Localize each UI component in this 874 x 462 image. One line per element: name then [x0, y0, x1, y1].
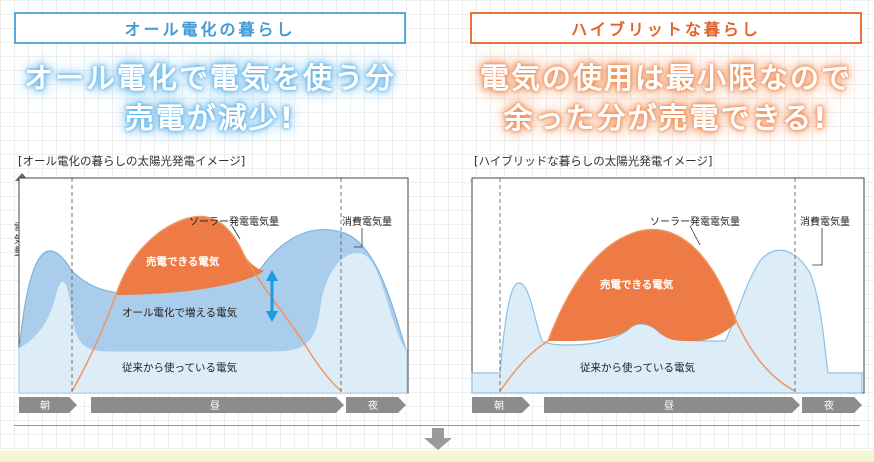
- timeline-night-label: 夜: [824, 399, 834, 412]
- timeline-day-label: 昼: [210, 400, 220, 412]
- down-arrow-icon: [424, 428, 452, 450]
- timeline-night-label: 夜: [368, 399, 378, 412]
- left-panel: オール電化の暮らし オール電化で電気を使う分 売電が減少! [オール電化の暮らし…: [14, 0, 414, 462]
- right-headline: 電気の使用は最小限なので 余った分が売電できる!: [470, 58, 862, 138]
- right-diagram: 電 気 量 ソーラー発電電気量 消費電気量 売電できる電気 従来から使っている電…: [470, 177, 865, 413]
- sell-area: [116, 216, 264, 295]
- base-usage-area: [471, 249, 863, 394]
- left-subtitle: [オール電化の暮らしの太陽光発電イメージ]: [18, 154, 246, 168]
- consumption-leader: [812, 228, 823, 266]
- right-panel: ハイブリットな暮らし 電気の使用は最小限なので 余った分が売電できる! [ハイブ…: [470, 0, 870, 462]
- timeline-morning-label: 朝: [494, 400, 504, 412]
- right-panel-title: ハイブリットな暮らし: [470, 12, 862, 44]
- timeline: 朝 昼 夜: [472, 397, 862, 413]
- label-consumption: 消費電気量: [342, 215, 392, 228]
- left-headline-line1: オール電化で電気を使う分: [23, 61, 396, 95]
- sell-area: [548, 229, 736, 341]
- left-headline-line2: 売電が減少!: [124, 101, 296, 135]
- right-headline-line2: 余った分が売電できる!: [503, 101, 829, 135]
- label-increase: オール電化で増える電気: [122, 306, 238, 319]
- timeline-day: [544, 397, 800, 413]
- timeline: 朝 昼 夜: [19, 397, 406, 413]
- timeline-night: [802, 397, 862, 413]
- solar-curve: [499, 228, 796, 392]
- consumption-leader: [354, 228, 363, 248]
- increase-double-arrow-icon: [266, 270, 278, 322]
- base-usage-area: [18, 252, 408, 394]
- timeline-morning: [472, 397, 530, 413]
- timeline-morning: [19, 397, 77, 413]
- label-sell: 売電できる電気: [146, 255, 220, 268]
- solar-leader: [231, 225, 241, 240]
- timeline-day: [91, 397, 344, 413]
- left-diagram: 電 気 量 ソーラー発電電気量 消費電気量 売電できる電気 オール電化で増える電…: [14, 173, 409, 413]
- label-sell: 売電できる電気: [600, 278, 674, 291]
- label-consumption: 消費電気量: [800, 215, 850, 228]
- left-panel-title: オール電化の暮らし: [14, 12, 406, 44]
- label-base: 従来から使っている電気: [580, 361, 695, 374]
- label-solar: ソーラー発電電気量: [189, 215, 279, 228]
- left-headline: オール電化で電気を使う分 売電が減少!: [14, 58, 406, 138]
- right-subtitle: [ハイブリッドな暮らしの太陽光発電イメージ]: [474, 154, 713, 168]
- bottom-divider-line: [14, 425, 860, 426]
- label-base: 従来から使っている電気: [122, 361, 237, 374]
- timeline-day-label: 昼: [664, 400, 674, 412]
- solar-leader: [689, 225, 701, 246]
- timeline-morning-label: 朝: [40, 400, 50, 412]
- right-headline-line1: 電気の使用は最小限なので: [479, 61, 852, 95]
- label-solar: ソーラー発電電気量: [650, 215, 740, 228]
- bottom-green-band: [0, 450, 874, 462]
- y-axis-arrow-icon: [470, 179, 471, 181]
- solar-curve: [71, 215, 342, 392]
- timeline-night: [346, 397, 406, 413]
